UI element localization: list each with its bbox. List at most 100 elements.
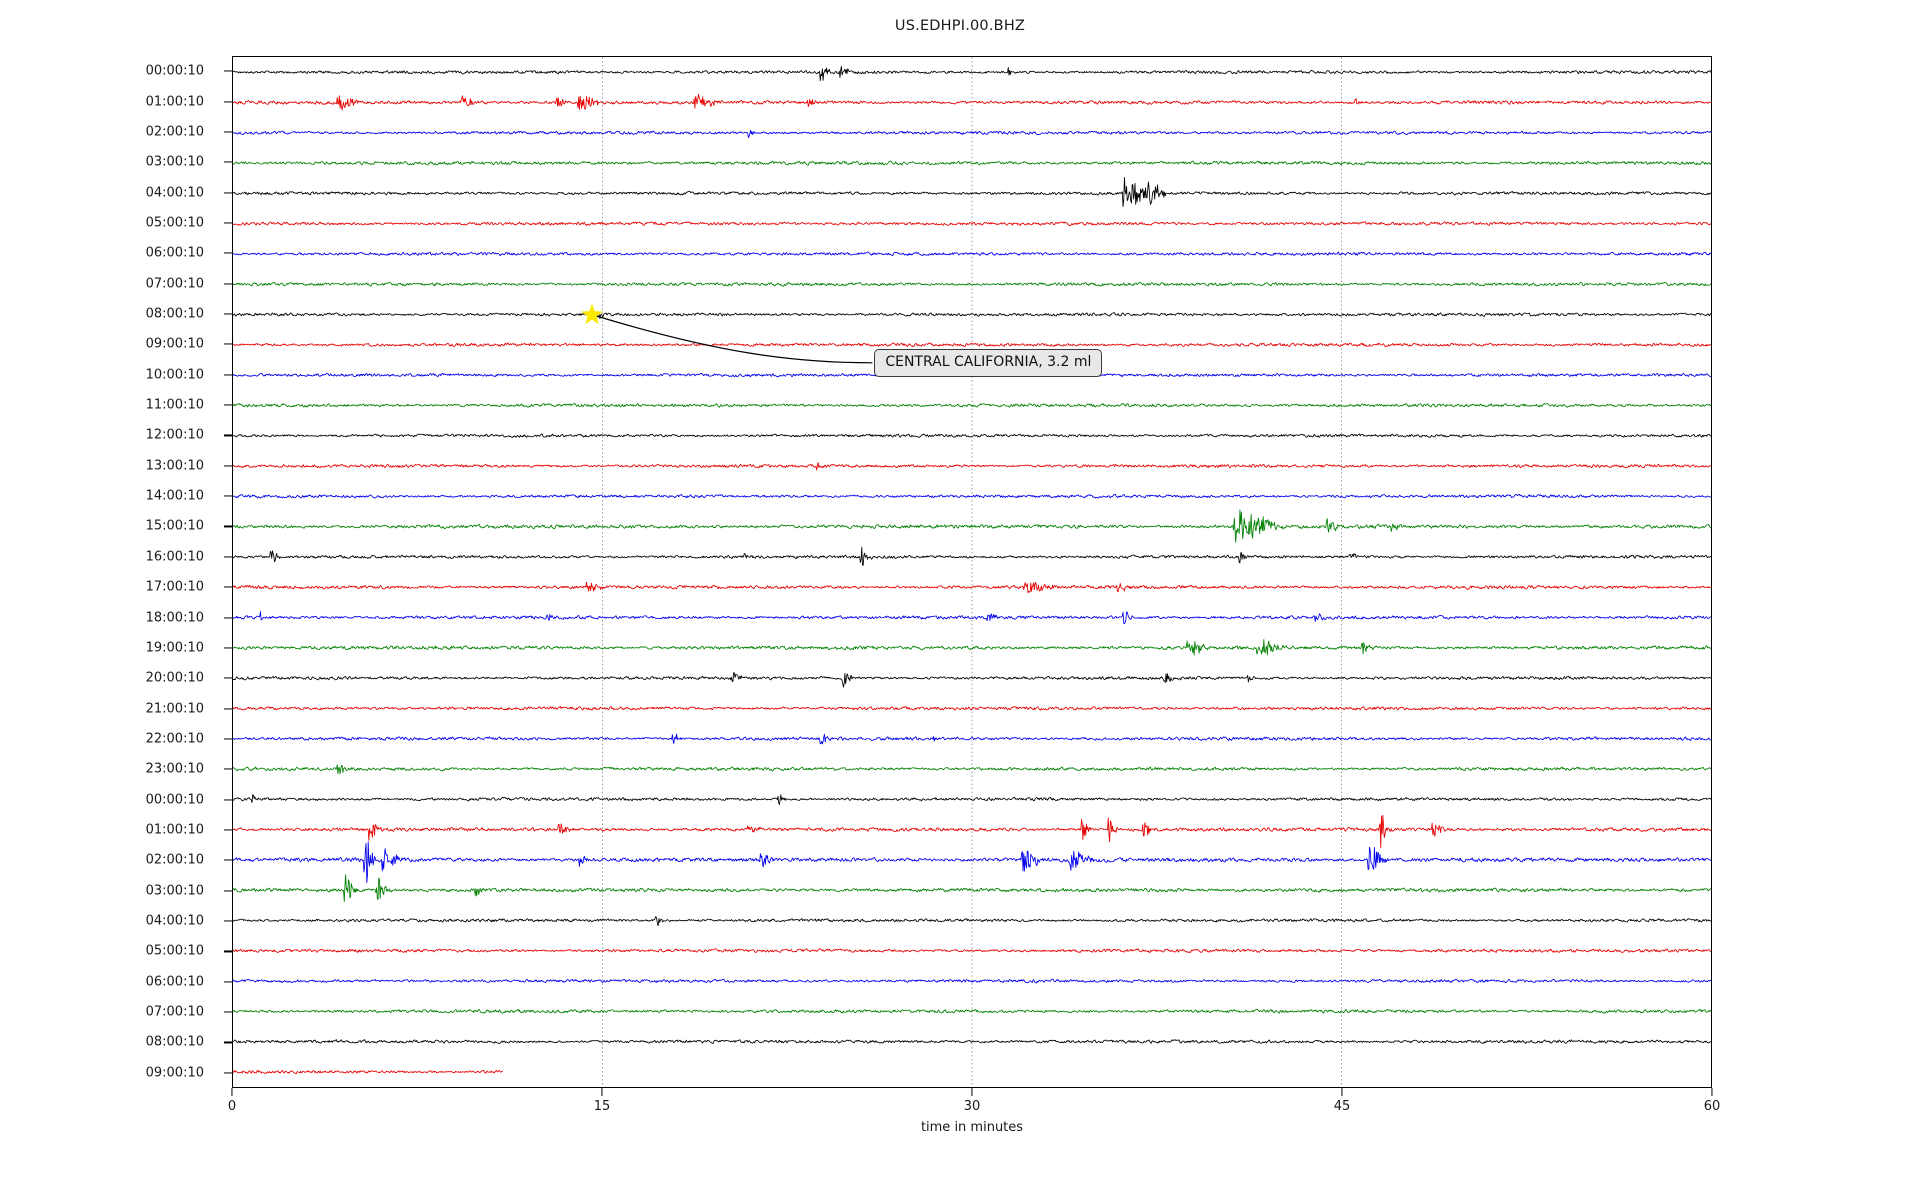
y-tick-mark bbox=[224, 556, 232, 558]
y-tick-label: 08:00:10 bbox=[145, 1034, 204, 1050]
y-tick-mark bbox=[224, 404, 232, 406]
y-tick-mark bbox=[224, 1072, 232, 1074]
y-tick-mark bbox=[224, 222, 232, 224]
x-tick-label: 30 bbox=[963, 1099, 981, 1114]
x-tick-mark bbox=[1341, 1088, 1343, 1096]
y-tick-label: 04:00:10 bbox=[145, 185, 204, 201]
x-tick-label: 45 bbox=[1333, 1099, 1351, 1114]
page-title: US.EDHPI.00.BHZ bbox=[894, 18, 1026, 34]
y-tick-label: 09:00:10 bbox=[145, 1065, 204, 1081]
x-tick-label: 60 bbox=[1703, 1099, 1721, 1114]
y-tick-mark bbox=[224, 192, 232, 194]
y-tick-label: 10:00:10 bbox=[145, 367, 204, 383]
plot-area: CENTRAL CALIFORNIA, 3.2 ml bbox=[232, 56, 1712, 1088]
y-tick-label: 04:00:10 bbox=[145, 913, 204, 929]
y-tick-label: 23:00:10 bbox=[145, 761, 204, 777]
y-tick-label: 12:00:10 bbox=[145, 427, 204, 443]
y-tick-mark bbox=[224, 525, 232, 528]
trace-line bbox=[233, 639, 1711, 656]
trace-line bbox=[233, 433, 1711, 438]
x-axis-tick-labels: 0 15 30 45 60 bbox=[228, 1088, 1720, 1122]
trace-line bbox=[233, 1008, 1711, 1014]
y-tick-label: 19:00:10 bbox=[145, 640, 204, 656]
y-tick-mark bbox=[224, 616, 232, 619]
y-tick-label: 05:00:10 bbox=[145, 215, 204, 231]
y-tick-mark bbox=[224, 920, 232, 922]
y-tick-label: 22:00:10 bbox=[145, 731, 204, 747]
y-tick-label: 06:00:10 bbox=[145, 245, 204, 261]
trace-line bbox=[233, 764, 1711, 775]
y-tick-label: 01:00:10 bbox=[145, 94, 204, 110]
y-tick-mark bbox=[224, 1011, 232, 1013]
trace-line bbox=[233, 462, 1711, 471]
trace-line bbox=[233, 733, 1711, 745]
y-tick-label: 13:00:10 bbox=[145, 458, 204, 474]
y-tick-label: 09:00:10 bbox=[145, 336, 204, 352]
y-tick-mark bbox=[224, 950, 232, 952]
x-tick-mark bbox=[601, 1088, 603, 1096]
y-tick-label: 02:00:10 bbox=[145, 124, 204, 140]
y-tick-mark bbox=[224, 131, 232, 133]
x-tick-mark bbox=[971, 1088, 973, 1096]
y-tick-mark bbox=[224, 981, 232, 983]
y-tick-mark bbox=[224, 283, 232, 285]
y-tick-label: 21:00:10 bbox=[145, 701, 204, 717]
x-tick-mark bbox=[231, 1088, 233, 1096]
trace-line bbox=[233, 611, 1711, 625]
trace-line bbox=[233, 403, 1711, 408]
event-annotation-callout[interactable]: CENTRAL CALIFORNIA, 3.2 ml bbox=[874, 349, 1103, 378]
y-tick-label: 00:00:10 bbox=[145, 792, 204, 808]
y-tick-label: 14:00:10 bbox=[145, 488, 204, 504]
y-tick-mark bbox=[224, 890, 232, 892]
y-tick-label: 20:00:10 bbox=[145, 670, 204, 686]
trace-line bbox=[233, 129, 1711, 138]
x-axis-label: time in minutes bbox=[920, 1120, 1024, 1135]
trace-line bbox=[233, 65, 1711, 82]
y-tick-mark bbox=[224, 738, 232, 740]
trace-line bbox=[233, 874, 1711, 902]
y-tick-label: 07:00:10 bbox=[145, 276, 204, 292]
y-tick-mark bbox=[224, 313, 232, 315]
trace-line bbox=[233, 93, 1711, 111]
trace-line bbox=[233, 672, 1711, 688]
y-tick-label: 18:00:10 bbox=[145, 610, 204, 626]
y-tick-label: 17:00:10 bbox=[145, 579, 204, 595]
y-tick-mark bbox=[224, 465, 232, 467]
y-tick-mark bbox=[224, 859, 232, 861]
trace-line bbox=[233, 841, 1711, 884]
y-tick-mark bbox=[224, 1041, 232, 1044]
x-tick-label: 0 bbox=[227, 1099, 237, 1114]
y-tick-label: 06:00:10 bbox=[145, 974, 204, 990]
trace-line bbox=[233, 1039, 1711, 1044]
y-tick-label: 16:00:10 bbox=[145, 549, 204, 565]
trace-line bbox=[233, 251, 1711, 257]
trace-line bbox=[233, 581, 1711, 594]
y-tick-label: 03:00:10 bbox=[145, 154, 204, 170]
trace-line bbox=[233, 814, 1711, 849]
trace-line bbox=[233, 312, 1711, 320]
y-tick-mark bbox=[224, 100, 232, 103]
y-tick-label: 02:00:10 bbox=[145, 852, 204, 868]
x-tick-label: 15 bbox=[593, 1099, 611, 1114]
x-tick-mark bbox=[1711, 1088, 1713, 1096]
trace-line bbox=[233, 493, 1711, 499]
y-tick-mark bbox=[224, 252, 232, 254]
y-tick-label: 03:00:10 bbox=[145, 883, 204, 899]
seismic-traces bbox=[233, 57, 1711, 1087]
trace-line bbox=[233, 1069, 503, 1075]
y-tick-label: 05:00:10 bbox=[145, 943, 204, 959]
y-tick-label: 07:00:10 bbox=[145, 1004, 204, 1020]
y-tick-mark bbox=[224, 647, 232, 649]
y-tick-mark bbox=[224, 768, 232, 770]
trace-line bbox=[233, 978, 1711, 984]
y-tick-mark bbox=[224, 434, 232, 436]
trace-line bbox=[233, 546, 1711, 566]
y-tick-mark bbox=[224, 70, 232, 72]
trace-line bbox=[233, 948, 1711, 954]
y-tick-mark bbox=[224, 708, 232, 710]
y-tick-mark bbox=[224, 343, 232, 345]
trace-line bbox=[233, 221, 1711, 227]
y-tick-label: 15:00:10 bbox=[145, 518, 204, 534]
trace-line bbox=[233, 794, 1711, 805]
